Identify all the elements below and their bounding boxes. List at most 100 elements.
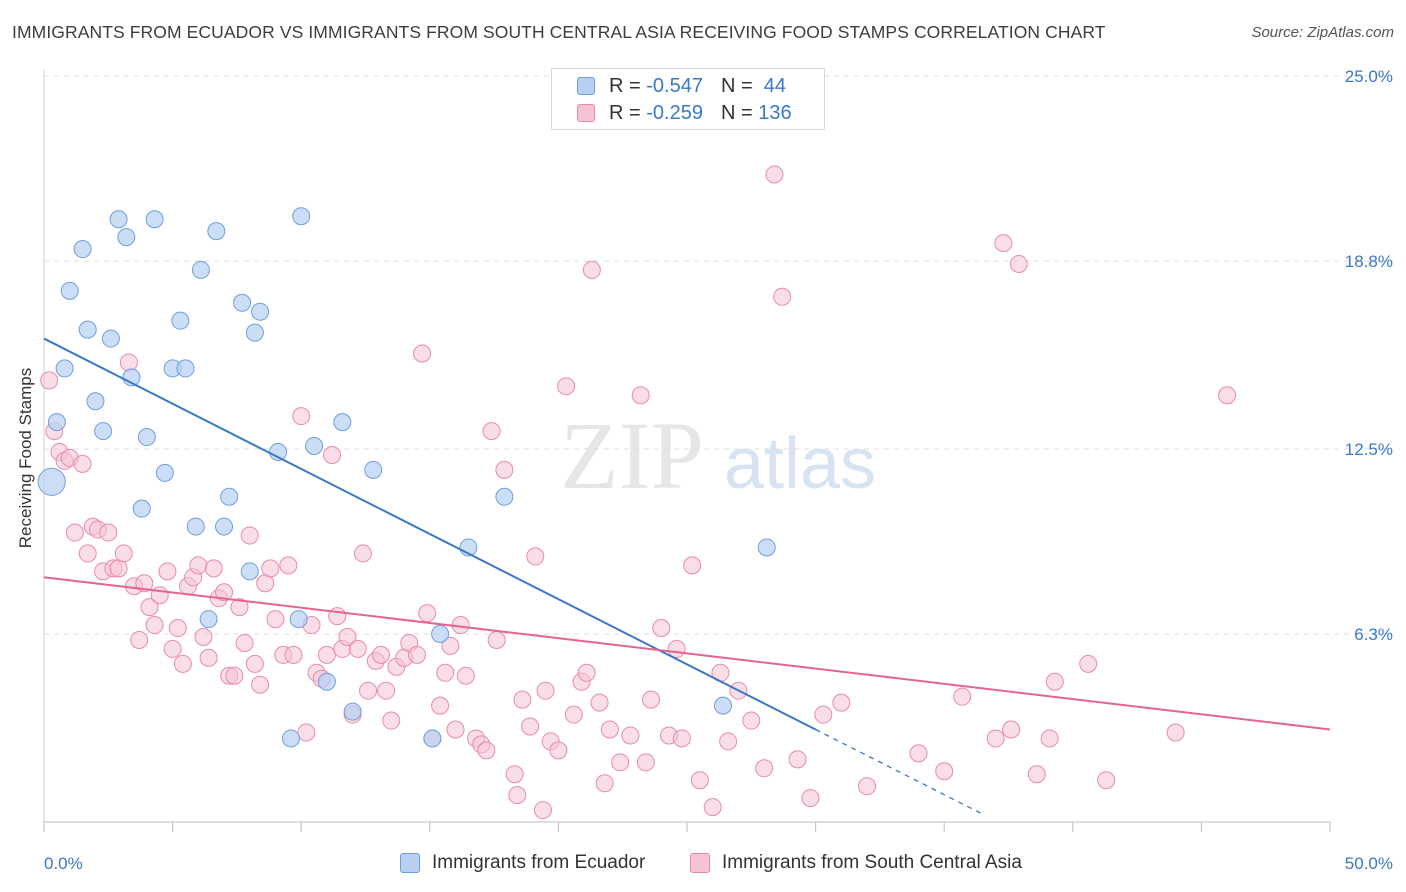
legend-swatch-south-central-asia [577,104,595,122]
correlation-legend: R = -0.547 N = 44 R = -0.259 N = 136 [551,68,825,130]
legend-n-label: N = [720,101,753,124]
data-point-ecuador [495,487,514,506]
data-point-south-central-asia [801,789,820,808]
data-point-ecuador [199,610,218,629]
data-point-south-central-asia [297,723,316,742]
data-point-south-central-asia [1097,771,1116,790]
data-point-south-central-asia [742,711,761,730]
data-point-south-central-asia [557,377,576,396]
data-point-south-central-asia [482,422,501,441]
data-point-south-central-asia [256,574,275,593]
data-point-south-central-asia [788,750,807,769]
data-point-south-central-asia [533,801,552,820]
data-point-south-central-asia [348,639,367,658]
data-point-south-central-asia [194,627,213,646]
series-legend-swatch-south-central-asia [690,853,710,873]
data-point-south-central-asia [672,729,691,748]
data-point-south-central-asia [636,753,655,772]
data-point-ecuador [78,320,97,339]
data-point-ecuador [305,437,324,455]
data-point-south-central-asia [1045,672,1064,691]
data-point-south-central-asia [1002,720,1021,739]
data-point-south-central-asia [284,645,303,664]
legend-n-value-south-central-asia: 136 [758,101,792,124]
legend-r-label: R = [609,101,641,124]
grid-lines [44,75,1390,635]
data-point-south-central-asia [204,559,223,578]
legend-r-value-south-central-asia: -0.259 [646,101,703,124]
data-point-south-central-asia [418,604,437,623]
data-point-south-central-asia [495,460,514,479]
legend-row-ecuador: R = -0.547 N = 44 [552,73,786,99]
axes [43,70,1331,832]
data-point-south-central-asia [719,732,738,751]
data-point-ecuador [220,487,239,506]
y-tick-label: 12.5% [1345,440,1393,459]
data-point-south-central-asia [158,562,177,581]
data-point-south-central-asia [832,693,851,712]
legend-row-south-central-asia: R = -0.259 N = 136 [552,100,792,126]
data-point-south-central-asia [953,687,972,706]
data-point-ecuador [245,323,264,342]
data-point-south-central-asia [323,445,342,464]
y-tick-label: 18.8% [1345,252,1393,271]
data-point-south-central-asia [109,559,128,578]
data-point-south-central-asia [858,777,877,796]
data-point-south-central-asia [230,598,249,617]
data-point-south-central-asia [446,720,465,739]
watermark: ZIP atlas [560,402,876,509]
watermark-atlas: atlas [724,424,876,504]
data-point-south-central-asia [508,786,527,805]
data-point-south-central-asia [667,639,686,658]
data-point-ecuador [94,422,113,441]
data-point-ecuador [191,260,210,279]
legend-swatch-ecuador [577,77,595,95]
data-point-south-central-asia [40,371,59,390]
data-point-south-central-asia [114,544,133,563]
data-point-south-central-asia [935,762,954,781]
data-point-south-central-asia [773,287,792,306]
data-point-south-central-asia [292,407,311,426]
data-point-ecuador [109,210,128,229]
trend-lines [43,337,1331,815]
data-point-south-central-asia [652,619,671,638]
data-point-ecuador [281,729,300,748]
data-point-south-central-asia [240,526,259,545]
data-point-ecuador [145,210,164,229]
data-point-ecuador [55,359,74,378]
data-point-south-central-asia [377,681,396,700]
data-point-ecuador [137,428,156,447]
data-point-south-central-asia [1009,254,1028,273]
data-point-south-central-asia [245,654,264,673]
series-legend-label-ecuador: Immigrants from Ecuador [432,852,646,873]
data-point-south-central-asia [814,705,833,724]
series-legend-label-south-central-asia: Immigrants from South Central Asia [722,852,1022,873]
data-point-south-central-asia [73,454,92,473]
data-point-south-central-asia [456,666,475,685]
data-point-ecuador [343,702,362,721]
data-point-south-central-asia [279,556,298,575]
data-point-south-central-asia [600,720,619,739]
data-point-south-central-asia [1040,729,1059,748]
data-point-south-central-asia [994,234,1013,253]
data-point-south-central-asia [130,630,149,649]
data-point-south-central-asia [590,693,609,712]
data-point-ecuador [423,729,442,748]
data-point-south-central-asia [611,753,630,772]
data-point-south-central-asia [577,663,596,682]
source-label: Source: ZipAtlas.com [1251,24,1394,41]
data-point-south-central-asia [371,645,390,664]
chart-title: IMMIGRANTS FROM ECUADOR VS IMMIGRANTS FR… [12,22,1106,42]
data-point-south-central-asia [150,586,169,605]
data-point-ecuador [37,467,66,496]
data-point-south-central-asia [765,165,784,184]
legend-r-value-ecuador: -0.547 [646,74,703,97]
data-point-south-central-asia [1027,765,1046,784]
data-point-south-central-asia [521,717,540,736]
data-point-south-central-asia [189,556,208,575]
data-point-ecuador [292,207,311,226]
data-point-south-central-asia [595,774,614,793]
data-point-ecuador [207,222,226,241]
data-point-south-central-asia [477,741,496,760]
data-point-south-central-asia [119,353,138,372]
